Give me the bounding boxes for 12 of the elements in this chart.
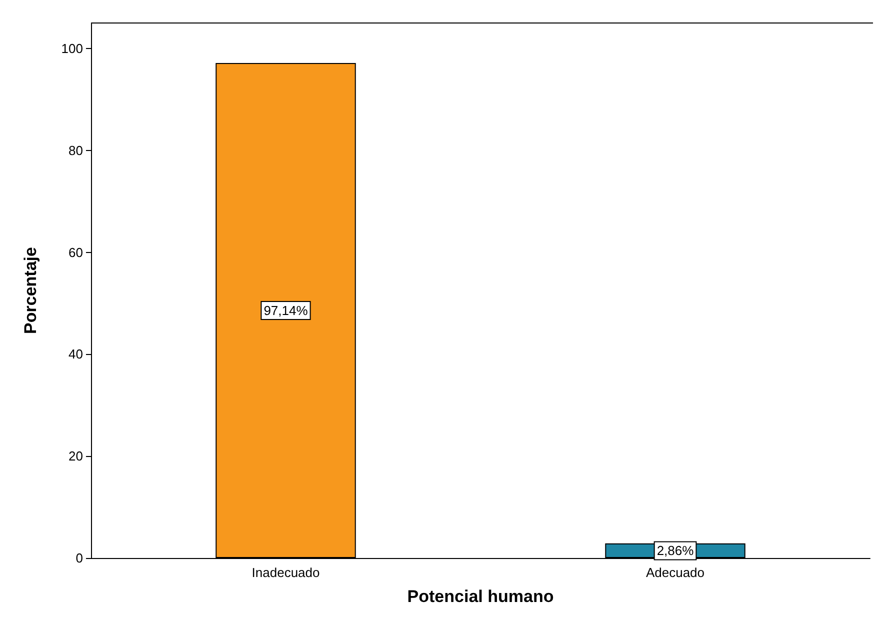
y-axis-title: Porcentaje [21,247,40,334]
y-tick-label: 100 [61,40,83,56]
y-tick-label: 20 [68,448,83,464]
y-tick-label: 80 [68,142,83,158]
data-label: 97,14% [264,303,308,318]
y-tick-label: 0 [76,550,83,566]
y-tick-label: 40 [68,346,83,362]
x-axis-title: Potencial humano [407,587,554,606]
x-tick-label: Adecuado [646,565,705,580]
data-label: 2,86% [656,543,694,558]
x-tick-label: Inadecuado [252,565,320,580]
y-tick-label: 60 [68,244,83,260]
